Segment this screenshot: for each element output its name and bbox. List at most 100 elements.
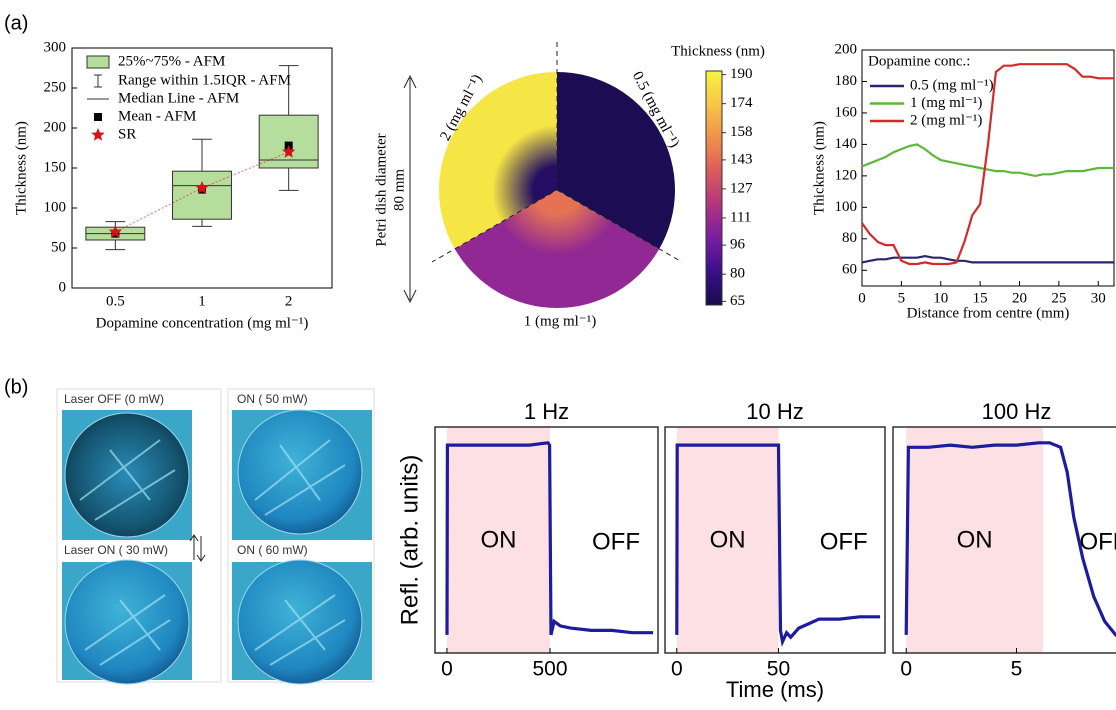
x-tick-label: 20	[1012, 290, 1027, 306]
plot-frame	[664, 426, 886, 654]
region-label: ON	[957, 526, 993, 553]
x-tick-label: 25	[1051, 290, 1066, 306]
photo-caption: Laser ON ( 30 mW)	[64, 543, 168, 557]
x-axis-label: Distance from centre (mm)	[907, 305, 1070, 321]
colorbar-tick-label: 80	[730, 266, 745, 282]
y-tick-label: 160	[835, 104, 858, 120]
photo-caption: Laser OFF (0 mW)	[64, 392, 164, 406]
data-line	[861, 254, 1114, 264]
y-axis-label: Thickness (nm)	[13, 121, 29, 215]
panel-label: (b)	[4, 376, 28, 398]
x-axis-label: Time (ms)	[726, 677, 824, 702]
photo-disc	[64, 412, 190, 538]
legend-label: SR	[118, 126, 136, 142]
y-tick-label: 0	[59, 279, 67, 295]
data-line	[861, 63, 1114, 266]
x-tick-label: 30	[1091, 290, 1106, 306]
region-label: OFF	[820, 528, 868, 555]
colorbar-tick-label: 143	[730, 151, 753, 167]
y-tick-label: 80	[842, 230, 857, 246]
x-tick-label: 50	[767, 658, 790, 681]
x-tick-label: 5	[898, 290, 906, 306]
legend-label: 25%~75% - AFM	[118, 53, 225, 69]
photo-disc	[237, 559, 363, 685]
y-tick-label: 200	[44, 119, 67, 135]
legend-title: Dopamine conc.:	[868, 53, 970, 69]
x-tick-label: 5	[1011, 658, 1023, 681]
sr-marker	[108, 225, 122, 238]
x-tick-label: 0	[858, 290, 866, 306]
y-tick-label: 300	[44, 39, 67, 55]
colorbar-tick-label: 96	[730, 237, 746, 253]
diameter-label: Petri dish diameter	[373, 133, 389, 246]
legend-swatch	[94, 74, 102, 88]
chart-title: 1 Hz	[524, 399, 569, 424]
sector	[557, 72, 675, 249]
photo-panel: Laser OFF (0 mW) ON ( 50 mW) Laser ON ( …	[56, 388, 375, 685]
y-tick-label: 180	[835, 73, 858, 89]
plot-frame	[434, 426, 659, 654]
colorbar-tick-label: 190	[730, 66, 753, 82]
y-tick-label: 150	[44, 159, 67, 175]
on-region	[906, 427, 1043, 653]
colorbar-tick-label: 111	[730, 209, 751, 225]
legend-swatch	[94, 113, 102, 121]
x-tick-label: 500	[532, 658, 567, 681]
y-axis-label: Thickness (nm)	[811, 121, 827, 215]
photo-caption: ON ( 50 mW)	[237, 392, 308, 406]
legend-label: 2 (mg ml⁻¹)	[910, 112, 982, 128]
region-label: ON	[480, 526, 516, 553]
box	[172, 170, 232, 220]
sector-label: 1 (mg ml⁻¹)	[524, 313, 596, 329]
x-axis-label: Dopamine concentration (mg ml⁻¹)	[96, 315, 309, 331]
y-tick-label: 140	[835, 136, 858, 152]
y-tick-label: 60	[842, 262, 857, 278]
y-tick-label: 200	[835, 41, 858, 57]
on-region	[446, 427, 551, 653]
y-tick-label: 250	[44, 79, 67, 95]
on-region	[676, 427, 779, 653]
panel-label: (a)	[4, 12, 28, 34]
data-line	[675, 443, 881, 648]
legend-label: 0.5 (mg ml⁻¹)	[910, 77, 994, 93]
diameter-arrow	[403, 74, 417, 304]
chart-title: 10 Hz	[746, 399, 803, 424]
data-line	[861, 143, 1114, 178]
colorbar-title: Thickness (nm)	[671, 43, 765, 59]
region-label: OFF	[1079, 528, 1116, 555]
colorbar-tick-label: 127	[730, 180, 753, 196]
diameter-label: 80 mm	[391, 169, 407, 211]
box	[258, 114, 319, 169]
x-tick-label: 2	[285, 293, 293, 309]
region-label: ON	[710, 526, 746, 553]
switch-arrow	[189, 534, 206, 562]
legend-label: 1 (mg ml⁻¹)	[910, 95, 982, 111]
photo-caption: ON ( 60 mW)	[237, 543, 308, 557]
colorbar-tick-label: 65	[730, 293, 745, 309]
colorbar	[705, 70, 723, 306]
region-label: OFF	[592, 528, 640, 555]
y-tick-label: 100	[835, 199, 858, 215]
colorbar-tick-label: 158	[730, 124, 753, 140]
legend-swatch	[91, 128, 105, 141]
y-axis-label: Refl. (arb. units)	[396, 455, 423, 626]
legend-swatch	[86, 55, 110, 69]
sector-divider	[431, 42, 683, 263]
x-tick-label: 10	[933, 290, 948, 306]
x-tick-label: 15	[973, 290, 988, 306]
y-tick-label: 100	[44, 199, 67, 215]
sector	[438, 72, 557, 249]
photo-cracks	[79, 439, 346, 666]
x-tick-label: 0	[441, 658, 453, 681]
colorbar-tick-label: 174	[730, 95, 753, 111]
chart-title: 100 Hz	[982, 399, 1052, 424]
x-tick-label: 0.5	[106, 293, 125, 309]
sr-marker	[195, 181, 209, 194]
legend-label: Mean - AFM	[118, 108, 196, 124]
x-tick-label: 1	[198, 293, 206, 309]
y-tick-label: 50	[51, 239, 66, 255]
x-tick-label: 0	[671, 658, 683, 681]
legend-label: Range within 1.5IQR - AFM	[118, 72, 291, 88]
legend-label: Median Line - AFM	[118, 90, 239, 106]
